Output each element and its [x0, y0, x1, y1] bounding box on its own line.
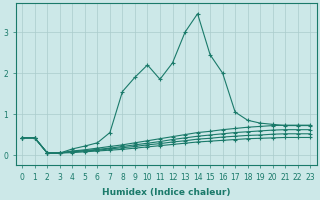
X-axis label: Humidex (Indice chaleur): Humidex (Indice chaleur) [102, 188, 230, 197]
